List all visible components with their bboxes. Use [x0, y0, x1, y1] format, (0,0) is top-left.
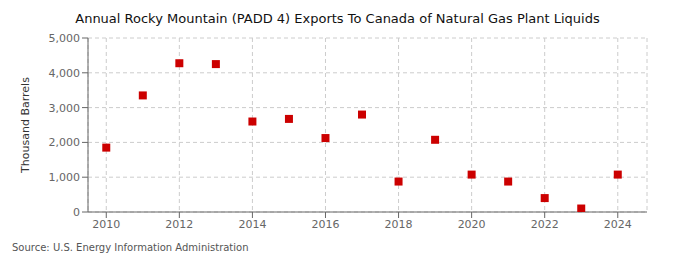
- svg-text:0: 0: [73, 206, 80, 219]
- svg-text:2012: 2012: [165, 218, 193, 231]
- svg-text:2,000: 2,000: [49, 136, 81, 149]
- svg-text:2014: 2014: [238, 218, 266, 231]
- svg-text:1,000: 1,000: [49, 171, 81, 184]
- svg-text:2020: 2020: [458, 218, 486, 231]
- svg-text:5,000: 5,000: [49, 32, 81, 45]
- html-text:Source: U.S. Energy Informatio: Source: U.S. Energy Information Administ…: [12, 242, 249, 253]
- html-text:Annual Rocky Mountain (PADD 4): Annual Rocky Mountain (PADD 4) Exports T…: [75, 11, 600, 26]
- svg-text:2016: 2016: [311, 218, 339, 231]
- svg-text:3,000: 3,000: [49, 102, 81, 115]
- svg-text:2024: 2024: [604, 218, 632, 231]
- svg-text:2018: 2018: [385, 218, 413, 231]
- svg-text:2022: 2022: [531, 218, 559, 231]
- svg-text:2010: 2010: [92, 218, 120, 231]
- svg-text:Thousand Barrels: Thousand Barrels: [19, 77, 32, 174]
- svg-text:4,000: 4,000: [49, 67, 81, 80]
